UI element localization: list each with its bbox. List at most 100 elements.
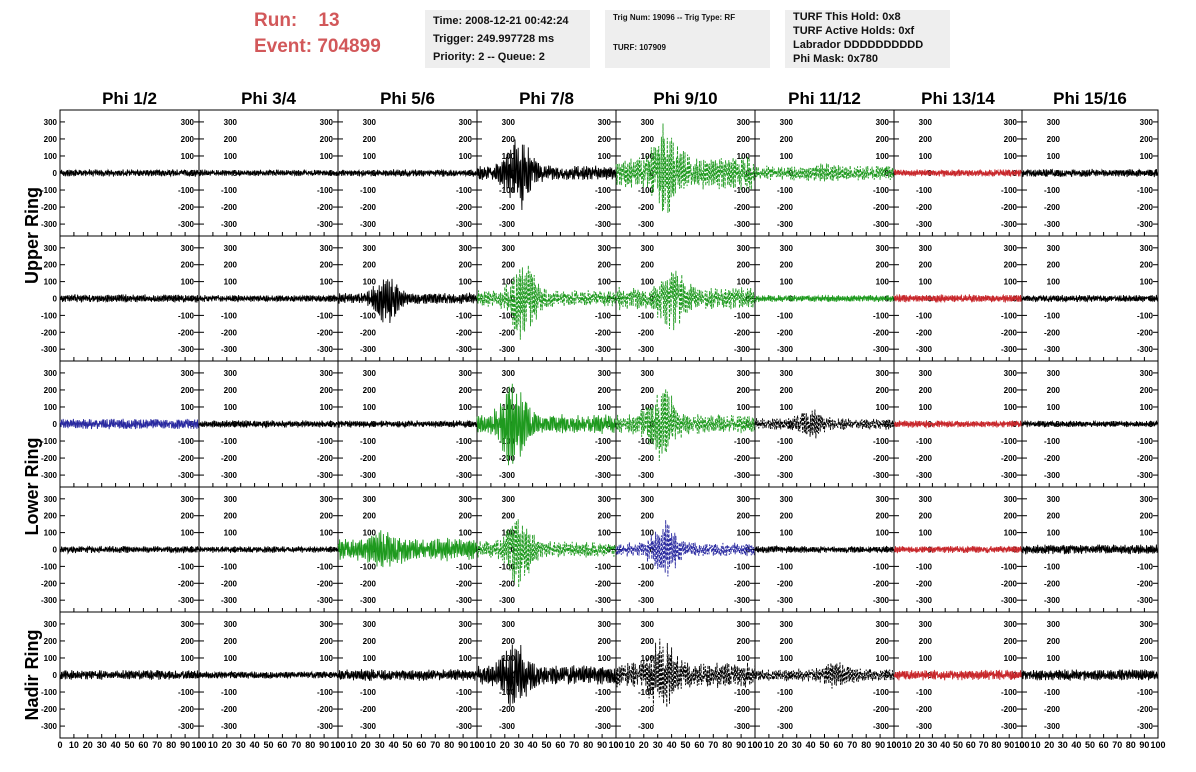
y-tick-label: 100 — [641, 654, 655, 663]
y-tick-label: 200 — [780, 637, 794, 646]
y-tick-label: -100 — [41, 186, 58, 195]
y-tick-label: 200 — [181, 637, 195, 646]
y-tick-label: -200 — [1137, 705, 1154, 714]
column-title: Phi 7/8 — [519, 89, 574, 108]
phi-mask-text: Phi Mask: 0x780 — [793, 53, 878, 65]
x-tick-label: 90 — [458, 740, 468, 750]
y-tick-label: 100 — [876, 654, 890, 663]
y-tick-label: -300 — [317, 220, 334, 229]
y-tick-label: -300 — [221, 220, 238, 229]
y-tick-label: 200 — [224, 386, 238, 395]
y-tick-label: 300 — [181, 495, 195, 504]
waveform-trace — [59, 670, 200, 680]
y-tick-label: 200 — [320, 512, 334, 521]
y-tick-label: 200 — [459, 135, 473, 144]
y-tick-label: 200 — [502, 261, 516, 270]
y-tick-label: 100 — [502, 152, 516, 161]
x-tick-label: 90 — [597, 740, 607, 750]
y-tick-label: -100 — [221, 311, 238, 320]
y-tick-label: -300 — [873, 596, 890, 605]
y-tick-label: -200 — [221, 454, 238, 463]
y-tick-label: 300 — [780, 244, 794, 253]
y-tick-label: 300 — [641, 244, 655, 253]
y-tick-label: -200 — [456, 454, 473, 463]
ring-label: Lower Ring — [22, 438, 42, 536]
column-title: Phi 13/14 — [921, 89, 995, 108]
y-tick-label: -100 — [1044, 311, 1061, 320]
y-tick-label: 300 — [641, 369, 655, 378]
y-tick-label: -300 — [221, 722, 238, 731]
y-tick-label: -100 — [456, 688, 473, 697]
y-tick-label: 0 — [511, 671, 516, 680]
y-tick-label: 200 — [598, 135, 612, 144]
y-tick-label: 300 — [181, 620, 195, 629]
y-tick-label: -100 — [41, 562, 58, 571]
y-tick-label: -100 — [221, 688, 238, 697]
y-tick-label: 100 — [641, 152, 655, 161]
x-tick-label: 100 — [191, 740, 206, 750]
y-tick-label: 0 — [468, 295, 473, 304]
y-tick-label: -200 — [777, 454, 794, 463]
y-tick-label: -200 — [873, 454, 890, 463]
y-tick-label: 100 — [459, 278, 473, 287]
waveform-trace — [615, 123, 756, 213]
y-tick-label: 200 — [224, 135, 238, 144]
x-tick-label: 20 — [915, 740, 925, 750]
y-tick-label: -300 — [638, 596, 655, 605]
y-tick-label: 300 — [320, 495, 334, 504]
y-tick-label: -300 — [777, 471, 794, 480]
y-tick-label: -200 — [1137, 579, 1154, 588]
y-tick-label: 0 — [746, 671, 751, 680]
y-tick-label: 200 — [502, 386, 516, 395]
y-tick-label: -300 — [777, 345, 794, 354]
waveform-trace — [615, 519, 756, 577]
y-tick-label: 100 — [1004, 654, 1018, 663]
y-tick-label: -100 — [1137, 437, 1154, 446]
y-tick-label: -100 — [1044, 186, 1061, 195]
y-tick-label: -100 — [734, 186, 751, 195]
y-tick-label: -200 — [360, 579, 377, 588]
y-tick-label: -200 — [499, 705, 516, 714]
y-tick-label: 300 — [44, 244, 58, 253]
waveform-trace — [754, 409, 895, 439]
y-tick-label: -300 — [595, 345, 612, 354]
y-tick-label: -100 — [1001, 311, 1018, 320]
y-tick-label: -100 — [456, 186, 473, 195]
y-tick-label: 100 — [320, 529, 334, 538]
y-tick-label: -100 — [638, 311, 655, 320]
y-tick-label: -300 — [499, 471, 516, 480]
y-tick-label: 300 — [641, 620, 655, 629]
y-tick-label: -200 — [360, 328, 377, 337]
y-tick-label: 200 — [737, 261, 751, 270]
y-tick-label: 100 — [1004, 403, 1018, 412]
y-tick-label: 100 — [181, 654, 195, 663]
waveform-trace — [615, 270, 756, 331]
y-tick-label: -200 — [734, 579, 751, 588]
y-tick-label: -100 — [178, 311, 195, 320]
waveform-trace — [754, 544, 895, 554]
y-tick-label: 300 — [1140, 369, 1154, 378]
y-tick-label: -100 — [873, 311, 890, 320]
y-tick-label: 200 — [780, 135, 794, 144]
x-tick-label: 20 — [778, 740, 788, 750]
y-tick-label: -200 — [777, 579, 794, 588]
y-tick-label: 200 — [641, 637, 655, 646]
y-tick-label: -100 — [360, 562, 377, 571]
y-tick-label: -300 — [221, 471, 238, 480]
y-tick-label: 200 — [641, 135, 655, 144]
x-tick-label: 0 — [57, 740, 62, 750]
y-tick-label: -200 — [41, 454, 58, 463]
y-tick-label: -100 — [916, 311, 933, 320]
run-label: Run: — [254, 10, 298, 31]
y-tick-label: 0 — [511, 295, 516, 304]
turf-this-hold-text: TURF This Hold: 0x8 — [793, 11, 901, 23]
y-tick-label: -100 — [317, 311, 334, 320]
y-tick-label: 100 — [1004, 152, 1018, 161]
y-tick-label: -100 — [638, 688, 655, 697]
y-tick-label: -300 — [873, 345, 890, 354]
y-tick-label: -300 — [1137, 220, 1154, 229]
y-tick-label: 300 — [224, 369, 238, 378]
waveform-trace — [198, 545, 339, 554]
x-tick-label: 10 — [625, 740, 635, 750]
x-tick-label: 70 — [291, 740, 301, 750]
